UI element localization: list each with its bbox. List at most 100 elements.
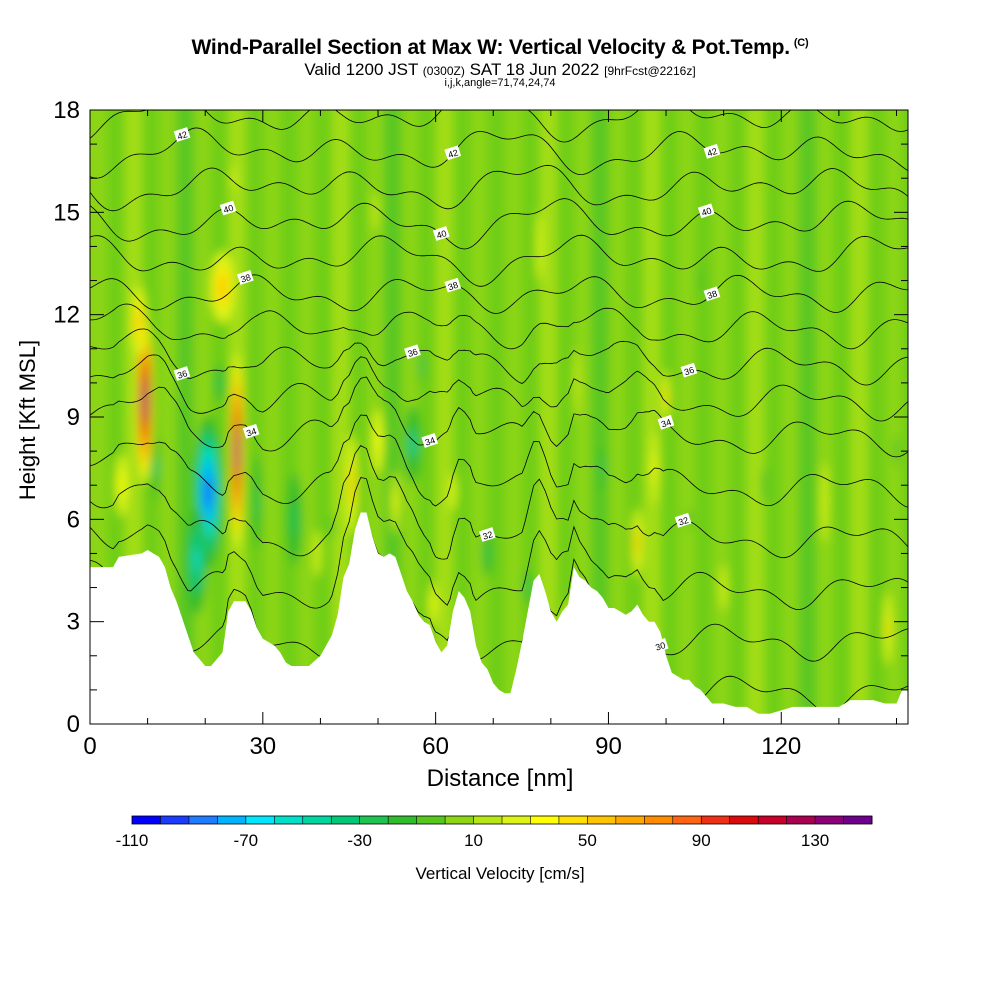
theta-contour-label: 46: [634, 4, 651, 19]
theta-contour-label: 42: [444, 145, 462, 161]
svg-text:46: 46: [412, 0, 425, 4]
vertical-velocity-cell: [632, 508, 642, 578]
colorbar-swatch: [217, 816, 247, 824]
vertical-velocity-cell: [536, 211, 543, 282]
vertical-velocity-cell: [314, 529, 321, 577]
colorbar-swatch: [188, 816, 218, 824]
x-tick-label: 60: [422, 733, 449, 760]
svg-text:34: 34: [245, 426, 258, 439]
theta-contour-label: 30: [651, 638, 669, 653]
colorbar-swatch: [558, 816, 588, 824]
colorbar-tick-label: 10: [464, 831, 483, 850]
vertical-velocity-cell: [231, 165, 237, 191]
vertical-velocity-cell: [115, 454, 128, 517]
theta-contour-label: 32: [478, 527, 496, 542]
forecast-info: [9hrFcst@2216z]: [604, 64, 696, 78]
valid-time-line: Valid 1200 JST (0300Z) SAT 18 Jun 2022 […: [0, 60, 1000, 80]
colorbar-swatch: [530, 816, 560, 824]
colorbar-tick-label: -30: [347, 831, 372, 850]
theta-contour-label: 38: [236, 270, 254, 285]
theta-contour-label: 46: [202, 9, 219, 24]
vertical-velocity-cell: [136, 316, 153, 484]
vertical-velocity-cell: [152, 435, 160, 501]
colorbar-swatch: [274, 816, 304, 824]
colorbar-swatch: [359, 816, 389, 824]
colorbar-swatch: [445, 816, 475, 824]
vertical-velocity-cell: [214, 364, 225, 402]
vertical-velocity-cell: [252, 455, 262, 549]
svg-text:34: 34: [424, 435, 437, 448]
vertical-velocity-cell: [449, 473, 457, 511]
theta-contour-line: [90, 0, 908, 33]
x-tick-label: 0: [83, 733, 96, 760]
svg-text:42: 42: [447, 147, 460, 160]
vertical-velocity-cell: [599, 444, 606, 492]
theta-contour-label: 42: [703, 143, 721, 159]
theta-contour-line: [90, 477, 908, 611]
theta-contour-line: [90, 444, 908, 560]
theta-contour-label: 34: [657, 414, 675, 430]
vertical-velocity-cell: [392, 471, 399, 534]
colorbar-swatch: [672, 816, 702, 824]
svg-text:46: 46: [205, 11, 218, 24]
svg-text:32: 32: [481, 529, 494, 542]
theta-contour-label: 36: [404, 344, 421, 360]
theta-contour-label: 38: [444, 277, 462, 293]
theta-contour-line: [90, 354, 908, 422]
theta-contour-label: 44: [634, 46, 651, 61]
theta-contour-label: 40: [697, 203, 715, 219]
theta-contour-line: [90, 234, 908, 287]
y-axis-label: Height [Kft MSL]: [15, 339, 40, 501]
colorbar-tick-label: 50: [578, 831, 597, 850]
colorbar-swatch: [245, 816, 275, 824]
y-tick-label: 6: [67, 506, 80, 533]
y-tick-label: 15: [53, 199, 80, 226]
theta-contour-line: [90, 376, 908, 458]
theta-contour-label: 42: [173, 127, 191, 142]
theta-contour-label: 34: [242, 423, 260, 439]
x-tick-label: 120: [761, 733, 801, 760]
theta-contour-label: 38: [703, 286, 721, 302]
x-axis-label: Distance [nm]: [426, 765, 574, 792]
valid-prefix: Valid 1200 JST: [304, 60, 419, 79]
colorbar-tick-label: -110: [116, 831, 149, 850]
theta-contour-label: 44: [179, 68, 196, 83]
vertical-velocity-field: [90, 110, 908, 724]
svg-text:32: 32: [677, 515, 690, 528]
y-tick-label: 3: [67, 609, 80, 636]
colorbar-swatch: [302, 816, 332, 824]
vertical-velocity-cell: [210, 251, 235, 324]
theta-contour-label: 36: [680, 362, 698, 378]
svg-text:36: 36: [683, 365, 696, 378]
vertical-velocity-cell: [418, 348, 425, 384]
vertical-velocity-cell: [329, 515, 335, 538]
colorbar-tick-label: -70: [234, 831, 259, 850]
svg-text:44: 44: [441, 55, 454, 68]
vertical-velocity-cell: [574, 347, 579, 419]
colorbar-tick-label: 130: [801, 831, 829, 850]
y-tick-label: 0: [67, 711, 80, 738]
theta-contour-line: [90, 414, 908, 508]
svg-text:40: 40: [222, 203, 235, 216]
vertical-velocity-cell: [429, 581, 437, 628]
vertical-velocity-cell: [821, 461, 828, 544]
terrain-mask: [90, 512, 908, 724]
colorbar-swatch: [815, 816, 845, 824]
utc-time: (0300Z): [422, 64, 465, 78]
indices-line: i,j,k,angle=71,74,24,74: [444, 77, 556, 89]
svg-text:36: 36: [176, 368, 189, 381]
svg-text:46: 46: [637, 6, 650, 19]
colorbar-swatch: [132, 816, 161, 824]
svg-text:34: 34: [660, 417, 673, 430]
vertical-velocity-cell: [662, 370, 670, 423]
theta-contour-line: [90, 18, 908, 67]
theta-contour-label: 36: [173, 366, 191, 381]
vertical-velocity-cell: [131, 285, 147, 358]
colorbar-label: Vertical Velocity [cm/s]: [415, 864, 585, 883]
svg-text:40: 40: [700, 205, 713, 218]
theta-contour-label: 32: [674, 512, 692, 528]
colorbar-swatch: [758, 816, 788, 824]
svg-text:44: 44: [637, 48, 650, 61]
